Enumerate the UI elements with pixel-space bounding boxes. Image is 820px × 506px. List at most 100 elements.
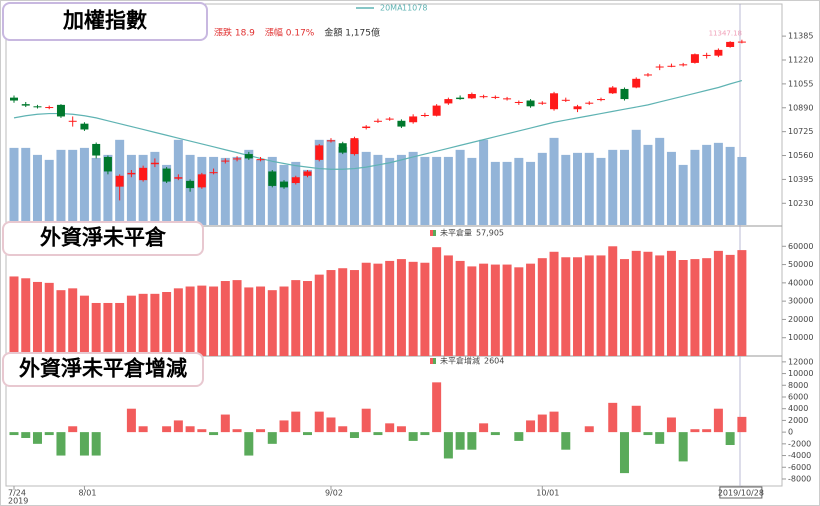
legend-swatch	[433, 230, 436, 236]
bar	[303, 281, 312, 356]
candle-body	[550, 93, 559, 110]
y-tick-label: 50000	[788, 260, 813, 269]
bar	[9, 276, 19, 356]
bar	[326, 270, 336, 356]
bar	[91, 432, 101, 456]
bar	[455, 432, 465, 450]
candle-body	[597, 99, 605, 101]
y-tick-label: -2000	[788, 439, 811, 448]
bar	[349, 270, 359, 356]
bar	[279, 420, 289, 433]
bar	[537, 258, 547, 356]
candle-body	[233, 158, 242, 160]
volume-bar	[314, 139, 324, 225]
candle-body	[80, 123, 89, 130]
candle-body	[139, 167, 148, 181]
bar	[338, 426, 348, 433]
bar	[737, 250, 747, 356]
bar	[713, 408, 723, 433]
bar	[291, 411, 301, 433]
y-tick-label: 10725	[788, 127, 813, 136]
panel-title: 加權指數	[62, 8, 147, 33]
candle-body	[92, 143, 101, 156]
volume-bar	[338, 146, 348, 225]
volume-bar	[655, 137, 665, 225]
bar	[68, 426, 78, 433]
volume-bar	[232, 156, 242, 225]
volume-bar	[150, 151, 160, 225]
y-tick-label: 10230	[788, 199, 813, 208]
volume-bar	[490, 161, 500, 225]
bar	[631, 250, 641, 356]
volume-bar	[349, 139, 359, 225]
volume-bar	[44, 159, 54, 225]
bar	[596, 255, 606, 356]
volume-bar	[162, 164, 172, 225]
bar	[267, 432, 277, 444]
candle-body	[479, 96, 488, 98]
volume-bar	[103, 154, 113, 225]
volume-bar	[291, 161, 301, 225]
bar	[256, 286, 266, 356]
candle-body	[45, 107, 54, 109]
bar	[408, 261, 418, 356]
bar	[56, 290, 66, 356]
candle-body	[315, 145, 324, 160]
bar	[162, 292, 172, 356]
volume-bar	[573, 152, 583, 225]
volume-bar	[678, 164, 688, 225]
candle-body	[280, 181, 289, 188]
bar	[385, 423, 395, 433]
volume-bar	[303, 169, 312, 225]
legend-swatch	[433, 358, 436, 364]
bar	[467, 432, 477, 450]
legend-label: 20MA	[380, 4, 403, 13]
candle-body	[150, 162, 159, 165]
bar	[666, 250, 676, 356]
bar	[666, 417, 676, 433]
bar	[443, 432, 453, 459]
bar	[655, 255, 665, 356]
bar	[443, 255, 453, 356]
volume-bar	[279, 164, 289, 225]
volume-bar	[173, 139, 183, 225]
bar	[314, 274, 324, 356]
y-tick-label: 10395	[788, 175, 813, 184]
y-tick-label: 4000	[788, 404, 808, 413]
bar	[526, 263, 536, 356]
candle-body	[667, 65, 676, 67]
bar	[326, 417, 336, 433]
candle-body	[362, 126, 371, 129]
bar	[373, 432, 383, 436]
volume-bar	[455, 149, 465, 225]
candle-body	[256, 159, 265, 161]
candle-body	[585, 102, 594, 104]
bar	[173, 420, 183, 433]
candle-body	[491, 96, 500, 98]
candle-body	[103, 156, 112, 172]
x-tick-label: 7/24	[8, 489, 26, 498]
candle-body	[632, 78, 641, 88]
bar	[209, 432, 219, 436]
legend-value: 2604	[484, 357, 504, 366]
bar	[514, 267, 524, 356]
volume-bar	[631, 129, 641, 225]
bar	[479, 423, 489, 433]
candle-body	[573, 106, 582, 110]
bar	[713, 250, 723, 356]
bar	[21, 432, 31, 438]
bar	[584, 255, 594, 356]
candle-body	[186, 180, 195, 189]
bar	[573, 257, 583, 356]
info-text: 漲跌 18.9	[214, 28, 255, 39]
bar	[490, 432, 500, 436]
candle-body	[10, 97, 18, 101]
volume-bar	[737, 156, 747, 225]
legend-label: 未平倉量	[440, 228, 472, 238]
candle-body	[385, 118, 394, 120]
bar	[279, 286, 289, 356]
bar	[56, 432, 66, 456]
candle-body	[127, 172, 136, 175]
volume-bar	[702, 144, 712, 225]
